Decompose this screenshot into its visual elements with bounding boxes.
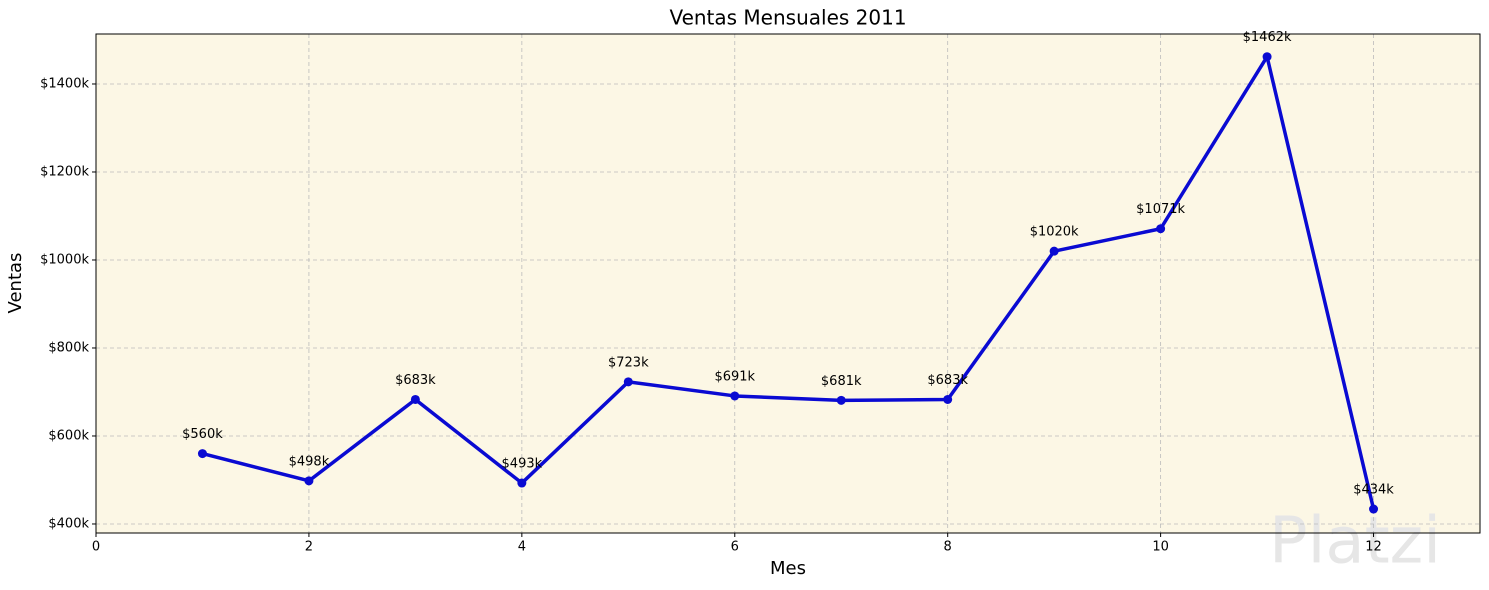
point [517, 478, 527, 488]
y-tick-label: $800k [48, 340, 89, 355]
y-tick-label: $1200k [40, 164, 89, 179]
chart-title: Ventas Mensuales 2011 [669, 6, 906, 30]
data-label: $1020k [1030, 225, 1079, 240]
x-tick-label: 6 [731, 540, 739, 555]
point [943, 394, 953, 404]
x-tick-label: 8 [944, 540, 952, 555]
data-label: $1462k [1243, 30, 1292, 45]
data-label: $1071k [1136, 202, 1185, 217]
point [730, 391, 740, 401]
point [1156, 224, 1166, 234]
data-label: $434k [1353, 483, 1394, 498]
x-axis-label: Mes [770, 558, 806, 579]
data-label: $560k [182, 427, 223, 442]
x-tick-label: 10 [1152, 540, 1169, 555]
data-label: $681k [821, 374, 862, 389]
data-label: $498k [289, 454, 330, 469]
y-tick-label: $400k [48, 516, 89, 531]
y-tick-label: $1400k [40, 76, 89, 91]
x-tick-label: 4 [518, 540, 526, 555]
y-axis-label: Ventas [5, 253, 26, 314]
y-tick-label: $600k [48, 428, 89, 443]
point [410, 394, 420, 404]
x-tick-label: 12 [1365, 540, 1382, 555]
point [304, 476, 314, 486]
data-label: $493k [502, 457, 543, 472]
y-tick-label: $1000k [40, 252, 89, 267]
x-tick-label: 0 [92, 540, 100, 555]
point [836, 395, 846, 405]
plot-background [96, 34, 1480, 533]
point [1049, 246, 1059, 256]
data-label: $683k [927, 373, 968, 388]
plot-frame [95, 33, 1481, 534]
x-tick-label: 2 [305, 540, 313, 555]
point [1262, 52, 1272, 62]
data-label: $683k [395, 373, 436, 388]
data-label: $723k [608, 355, 649, 370]
point [623, 377, 633, 387]
line [202, 54, 1376, 510]
point [197, 449, 207, 459]
point [1369, 504, 1379, 514]
data-label: $691k [714, 369, 755, 384]
watermark: Platzi [1269, 505, 1441, 579]
